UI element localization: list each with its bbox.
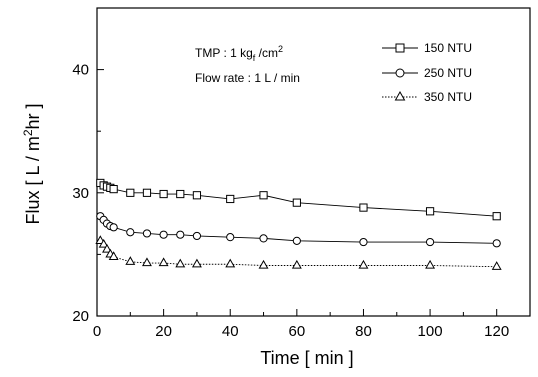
data-point [259,234,268,243]
x-axis-label: Time [ min ] [260,348,353,368]
data-point [292,236,301,245]
legend-marker [395,68,405,78]
series-triangle [95,235,502,270]
data-point [492,212,501,221]
data-point [425,259,436,269]
data-point [142,229,152,238]
legend-item: 350 NTU [382,90,472,104]
data-point [192,191,202,200]
data-point [175,258,186,268]
x-tick-label: 100 [418,323,443,340]
series-line [99,240,497,268]
data-point [126,228,135,237]
legend-item: 150 NTU [382,41,472,55]
data-point [126,188,135,197]
data-point [176,230,185,239]
y-tick-label: 40 [72,62,89,79]
data-point [226,233,235,242]
data-point [225,258,236,268]
x-tick-label: 20 [155,323,172,340]
x-tick-label: 60 [289,323,306,340]
data-point [491,261,502,270]
series-square [96,178,501,221]
legend-label: 250 NTU [424,66,472,80]
data-point [176,189,185,199]
legend-item: 250 NTU [382,66,472,80]
annotation-tmp: TMP : 1 kgf /cm2 [195,44,283,63]
data-point [159,230,168,239]
annotation-flow-rate: Flow rate : 1 L / min [195,71,300,85]
data-point [425,207,435,216]
data-point [358,259,369,269]
data-point [492,239,501,248]
plot-frame [96,7,531,317]
data-point [425,237,435,247]
y-tick-label: 30 [72,185,89,202]
x-tick-label: 0 [93,323,101,340]
data-point [125,256,136,265]
data-point [191,258,202,268]
data-point [291,259,302,269]
data-point [102,243,112,253]
data-point [142,257,152,267]
series-circle [96,212,501,248]
x-tick-label: 80 [355,323,372,340]
legend-marker [395,43,405,53]
legend: 150 NTU 250 NTU 350 NTU [382,41,472,104]
data-point [142,188,152,197]
legend-marker [394,90,406,101]
data-point [226,194,235,204]
y-tick-label: 20 [72,308,89,325]
data-point [108,251,119,260]
data-point [192,231,202,241]
data-point [159,189,168,199]
data-point [98,238,109,248]
data-point [359,237,368,247]
x-tick-label: 120 [484,323,509,340]
data-point [292,198,301,207]
data-point [258,259,269,269]
data-point [259,191,268,200]
data-point [359,203,368,212]
legend-label: 350 NTU [424,90,472,104]
data-point [158,257,169,267]
data-point [109,223,118,232]
legend-label: 150 NTU [424,41,472,55]
y-axis-label: Flux [ L / m2hr ] [21,103,43,224]
series-layer [95,178,502,270]
data-point [109,185,118,194]
x-tick-label: 40 [222,323,239,340]
